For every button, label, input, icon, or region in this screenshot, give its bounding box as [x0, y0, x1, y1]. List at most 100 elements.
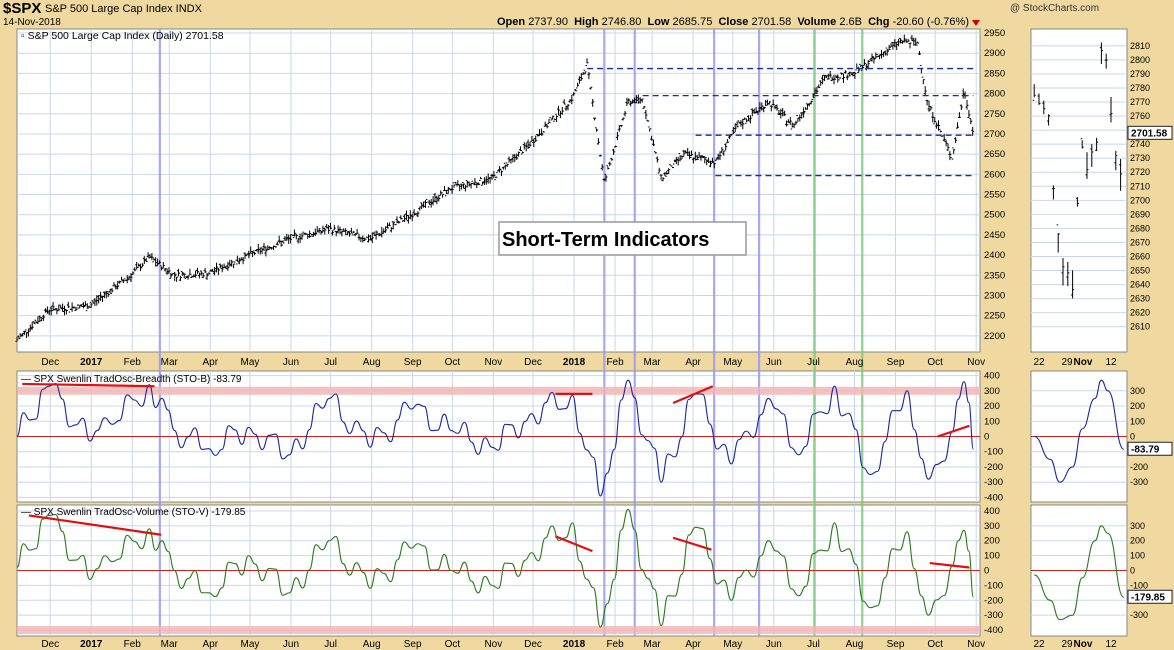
- y-tick-2-7: 300: [984, 521, 1000, 532]
- x-label-0-18: Jun: [766, 357, 782, 368]
- x-label-1-13: 2018: [563, 639, 586, 650]
- index-name: S&P 500 Large Cap Index INDX: [45, 3, 202, 15]
- breadth-divergence-line-2: [672, 385, 714, 405]
- last-value-label-1: -83.79: [1131, 444, 1160, 455]
- volume-panel-title: — SPX Swenlin TradOsc-Volume (STO-V) -17…: [21, 507, 246, 518]
- x-label-0-21: Sep: [887, 357, 905, 368]
- zoom-x-label-1-0: 22: [1033, 639, 1045, 650]
- x-label-1-11: Nov: [484, 639, 502, 650]
- main-panel-0: [16, 28, 981, 353]
- y-tick-1-3: -100: [984, 447, 1003, 458]
- x-label-0-16: Apr: [685, 357, 701, 368]
- zoom-y-tick-0-6: 2670: [1130, 237, 1150, 247]
- x-label-0-13: 2018: [563, 357, 586, 368]
- x-label-0-15: Mar: [643, 357, 661, 368]
- close-label: Close: [718, 16, 749, 28]
- x-label-0-10: Oct: [445, 357, 461, 368]
- zoom-y-tick-2-2: -100: [1130, 580, 1148, 590]
- y-tick-0-8: 2600: [984, 169, 1005, 180]
- zoom-volume-line: [1034, 525, 1125, 621]
- y-tick-2-4: 0: [984, 566, 989, 577]
- zoom-y-tick-0-4: 2650: [1130, 266, 1150, 276]
- high-value: 2746.80: [601, 16, 642, 28]
- x-label-0-20: Aug: [846, 357, 864, 368]
- breadth-line: [16, 379, 974, 497]
- x-label-1-3: Mar: [161, 639, 179, 650]
- x-label-1-9: Sep: [404, 639, 422, 650]
- zoom-y-tick-0-1: 2620: [1130, 308, 1150, 318]
- zoom-x-label-1-1: 29: [1061, 639, 1073, 650]
- x-label-0-2: Feb: [124, 357, 142, 368]
- zoom-y-tick-0-15: 2760: [1130, 111, 1150, 121]
- last-value-label-2: -179.85: [1131, 592, 1165, 603]
- y-tick-2-0: -400: [984, 625, 1003, 636]
- x-label-0-8: Aug: [363, 357, 381, 368]
- y-tick-0-12: 2800: [984, 89, 1005, 100]
- x-label-0-17: May: [723, 357, 742, 368]
- y-tick-0-15: 2950: [984, 28, 1005, 39]
- y-tick-2-8: 400: [984, 506, 1000, 517]
- symbol: $SPX: [3, 0, 42, 17]
- last-value-label-0: 2701.58: [1131, 128, 1168, 139]
- zoom-y-tick-0-19: 2800: [1130, 55, 1150, 65]
- zoom-x-label-1-2: Nov: [1074, 639, 1093, 650]
- y-tick-0-11: 2750: [984, 109, 1005, 120]
- zoom-panel-0: [1030, 28, 1128, 353]
- y-tick-1-2: -200: [984, 462, 1003, 473]
- price-panel-title: ▫ S&P 500 Large Cap Index (Daily) 2701.5…: [21, 30, 224, 42]
- x-label-1-16: Apr: [685, 639, 701, 650]
- x-label-1-10: Oct: [445, 639, 461, 650]
- y-tick-2-2: -200: [984, 595, 1003, 606]
- annotation-text: Short-Term Indicators: [502, 229, 709, 251]
- y-tick-0-6: 2500: [984, 210, 1005, 221]
- zoom-x-label-1-3: 12: [1105, 639, 1117, 650]
- x-label-1-12: Dec: [524, 639, 542, 650]
- last-value-box-1: [1127, 441, 1173, 456]
- x-label-1-7: Jul: [324, 639, 337, 650]
- quote-bar: Open 2737.90 High 2746.80 Low 2685.75 Cl…: [497, 16, 969, 28]
- last-value-box-0: [1127, 125, 1173, 140]
- zoom-x-label-0-3: 12: [1105, 357, 1117, 368]
- zoom-y-tick-0-5: 2660: [1130, 252, 1150, 262]
- y-tick-0-1: 2250: [984, 311, 1005, 322]
- x-label-1-19: Jul: [807, 639, 820, 650]
- x-label-1-6: Jun: [283, 639, 299, 650]
- y-tick-0-2: 2300: [984, 290, 1005, 301]
- x-label-0-6: Jun: [283, 357, 299, 368]
- zoom-y-tick-0-0: 2610: [1130, 322, 1150, 332]
- low-label: Low: [647, 16, 670, 28]
- open-value: 2737.90: [528, 16, 568, 28]
- y-tick-1-6: 200: [984, 401, 1000, 412]
- y-tick-0-9: 2650: [984, 149, 1005, 160]
- x-label-1-8: Aug: [363, 639, 381, 650]
- close-value: 2701.58: [751, 16, 792, 28]
- x-label-1-23: Nov: [967, 639, 985, 650]
- zoom-y-tick-0-12: 2730: [1130, 153, 1150, 163]
- zoom-x-label-0-2: Nov: [1074, 357, 1093, 368]
- x-label-1-15: Mar: [643, 639, 661, 650]
- x-label-0-7: Jul: [324, 357, 337, 368]
- volume-divergence-line-3: [929, 561, 970, 569]
- y-tick-2-1: -300: [984, 610, 1003, 621]
- zoom-y-tick-1-6: 300: [1130, 386, 1145, 396]
- y-tick-1-7: 300: [984, 386, 1000, 397]
- volume-band-0: [17, 626, 980, 635]
- volume-divergence-line-0: [28, 514, 162, 536]
- chg-value: -20.60 (-0.76%): [892, 16, 969, 28]
- zoom-y-tick-2-5: 200: [1130, 536, 1145, 546]
- y-tick-0-7: 2550: [984, 190, 1005, 201]
- brand: @ StockCharts.com: [1010, 3, 1100, 14]
- open-label: Open: [497, 16, 526, 28]
- volume-value: 2.6B: [839, 16, 862, 28]
- zoom-y-tick-1-3: 0: [1130, 432, 1135, 442]
- volume-line: [16, 508, 974, 628]
- x-label-1-22: Oct: [927, 639, 943, 650]
- y-tick-0-3: 2350: [984, 270, 1005, 281]
- zoom-y-tick-1-5: 200: [1130, 401, 1145, 411]
- y-tick-1-0: -400: [984, 492, 1003, 503]
- x-label-1-5: May: [241, 639, 260, 650]
- zoom-x-label-0-0: 22: [1033, 357, 1045, 368]
- zoom-y-tick-0-3: 2640: [1130, 280, 1150, 290]
- y-tick-2-5: 100: [984, 551, 1000, 562]
